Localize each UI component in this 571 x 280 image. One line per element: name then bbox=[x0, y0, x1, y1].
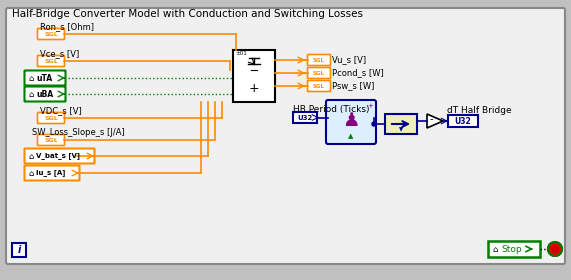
FancyBboxPatch shape bbox=[488, 241, 540, 257]
Text: ⌂: ⌂ bbox=[492, 244, 497, 253]
FancyBboxPatch shape bbox=[25, 71, 66, 85]
Text: U32: U32 bbox=[297, 115, 313, 120]
FancyBboxPatch shape bbox=[308, 55, 331, 66]
Text: +: + bbox=[249, 81, 259, 95]
Text: SGL: SGL bbox=[313, 83, 325, 88]
Text: ⌂: ⌂ bbox=[28, 169, 33, 178]
Text: SGL: SGL bbox=[44, 116, 58, 120]
FancyBboxPatch shape bbox=[326, 100, 376, 144]
FancyBboxPatch shape bbox=[25, 148, 94, 164]
Text: SW_Loss_Slope_s [J/A]: SW_Loss_Slope_s [J/A] bbox=[32, 128, 124, 137]
Text: Stop: Stop bbox=[501, 244, 522, 253]
Text: ▼: ▼ bbox=[399, 127, 403, 132]
FancyBboxPatch shape bbox=[308, 81, 331, 92]
Text: -: - bbox=[430, 114, 433, 124]
FancyBboxPatch shape bbox=[12, 243, 26, 257]
Text: ⌂: ⌂ bbox=[28, 74, 33, 83]
Text: +: + bbox=[367, 103, 373, 109]
Text: SGL: SGL bbox=[44, 137, 58, 143]
Text: SGL: SGL bbox=[44, 32, 58, 36]
Text: Ron_s [Ohm]: Ron_s [Ohm] bbox=[40, 22, 94, 31]
Text: SGL: SGL bbox=[313, 57, 325, 62]
FancyBboxPatch shape bbox=[308, 67, 331, 78]
FancyBboxPatch shape bbox=[38, 29, 65, 39]
Text: Iu_s [A]: Iu_s [A] bbox=[36, 169, 65, 176]
Text: Vu_s [V]: Vu_s [V] bbox=[332, 55, 366, 64]
Polygon shape bbox=[427, 114, 443, 128]
Text: i: i bbox=[17, 245, 21, 255]
Circle shape bbox=[372, 122, 376, 126]
Text: SGL: SGL bbox=[313, 71, 325, 76]
Text: SGL: SGL bbox=[44, 59, 58, 64]
Text: uBA: uBA bbox=[36, 90, 53, 99]
FancyBboxPatch shape bbox=[6, 8, 565, 264]
Text: ⌂: ⌂ bbox=[28, 90, 33, 99]
FancyBboxPatch shape bbox=[385, 114, 417, 134]
FancyBboxPatch shape bbox=[38, 113, 65, 123]
Text: ⌂: ⌂ bbox=[28, 151, 33, 160]
Text: Psw_s [W]: Psw_s [W] bbox=[332, 81, 375, 90]
Text: uTA: uTA bbox=[36, 74, 52, 83]
Text: Vce_s [V]: Vce_s [V] bbox=[40, 49, 79, 58]
Text: ▲: ▲ bbox=[348, 133, 353, 139]
FancyBboxPatch shape bbox=[38, 55, 65, 67]
FancyBboxPatch shape bbox=[38, 134, 65, 146]
Text: HB Period (Ticks): HB Period (Ticks) bbox=[293, 105, 369, 114]
Circle shape bbox=[551, 245, 559, 253]
Text: VDC_s [V]: VDC_s [V] bbox=[40, 106, 82, 115]
Text: V_bat_s [V]: V_bat_s [V] bbox=[36, 153, 80, 160]
Text: ±01: ±01 bbox=[235, 51, 247, 56]
Circle shape bbox=[548, 242, 562, 256]
Text: Pcond_s [W]: Pcond_s [W] bbox=[332, 69, 384, 78]
Text: Half-Bridge Converter Model with Conduction and Switching Losses: Half-Bridge Converter Model with Conduct… bbox=[12, 9, 363, 19]
FancyBboxPatch shape bbox=[233, 50, 275, 102]
FancyBboxPatch shape bbox=[25, 87, 66, 102]
FancyBboxPatch shape bbox=[448, 115, 478, 127]
FancyBboxPatch shape bbox=[293, 112, 317, 123]
Text: dT Half Bridge: dT Half Bridge bbox=[447, 106, 512, 115]
Text: U32: U32 bbox=[455, 116, 472, 125]
Text: ♟: ♟ bbox=[342, 111, 360, 130]
FancyBboxPatch shape bbox=[25, 165, 79, 181]
